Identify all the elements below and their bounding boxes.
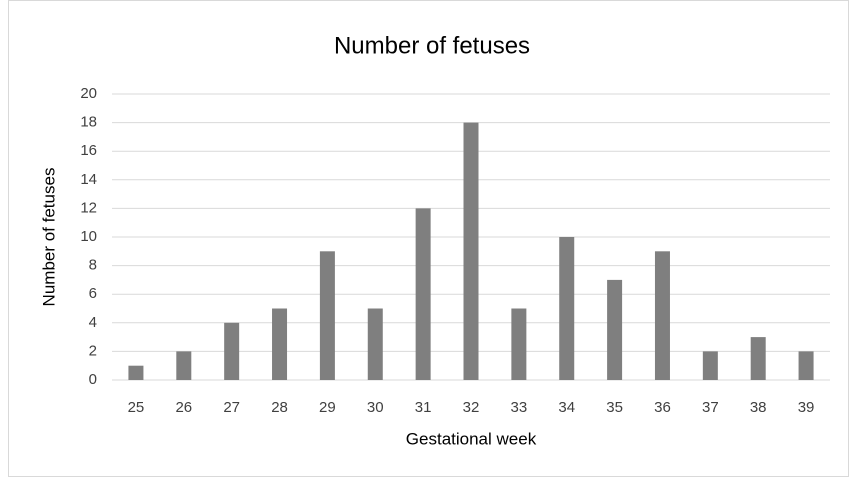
bar (319, 251, 335, 380)
bar (128, 365, 144, 380)
y-tick-label: 2 (89, 342, 97, 359)
bar (702, 351, 718, 380)
y-tick-label: 8 (89, 257, 97, 274)
y-tick-label: 14 (80, 171, 97, 188)
bar (463, 122, 479, 380)
bar (559, 237, 575, 380)
bar (654, 251, 670, 380)
bar (798, 351, 814, 380)
bar (415, 208, 431, 380)
x-tick-label: 38 (750, 399, 767, 416)
y-tick-label: 16 (80, 142, 97, 159)
x-tick-label: 30 (367, 399, 384, 416)
y-tick-label: 6 (89, 285, 97, 302)
x-tick-label: 29 (319, 399, 336, 416)
y-axis-label: Number of fetuses (39, 168, 58, 307)
y-tick-label: 0 (89, 371, 97, 388)
x-tick-label: 36 (654, 399, 671, 416)
x-tick-label: 34 (558, 399, 575, 416)
y-tick-label: 20 (80, 85, 97, 102)
bar (176, 351, 192, 380)
bar (607, 279, 623, 380)
bar (224, 322, 240, 380)
x-tick-label: 25 (128, 399, 145, 416)
x-tick-label: 28 (271, 399, 288, 416)
bar (367, 308, 383, 380)
x-tick-label: 33 (511, 399, 528, 416)
y-tick-label: 18 (80, 114, 97, 131)
chart-title: Number of fetuses (334, 32, 530, 59)
y-tick-label: 10 (80, 228, 97, 245)
x-tick-label: 37 (702, 399, 719, 416)
y-tick-label: 12 (80, 199, 97, 216)
y-tick-label: 4 (89, 314, 97, 331)
x-tick-label: 39 (798, 399, 815, 416)
bar (750, 337, 766, 380)
x-tick-label: 35 (606, 399, 623, 416)
x-axis-label: Gestational week (406, 429, 537, 448)
x-tick-label: 27 (223, 399, 240, 416)
bar (511, 308, 527, 380)
x-tick-label: 32 (463, 399, 480, 416)
bar (272, 308, 288, 380)
x-tick-label: 26 (175, 399, 192, 416)
x-tick-label: 31 (415, 399, 432, 416)
